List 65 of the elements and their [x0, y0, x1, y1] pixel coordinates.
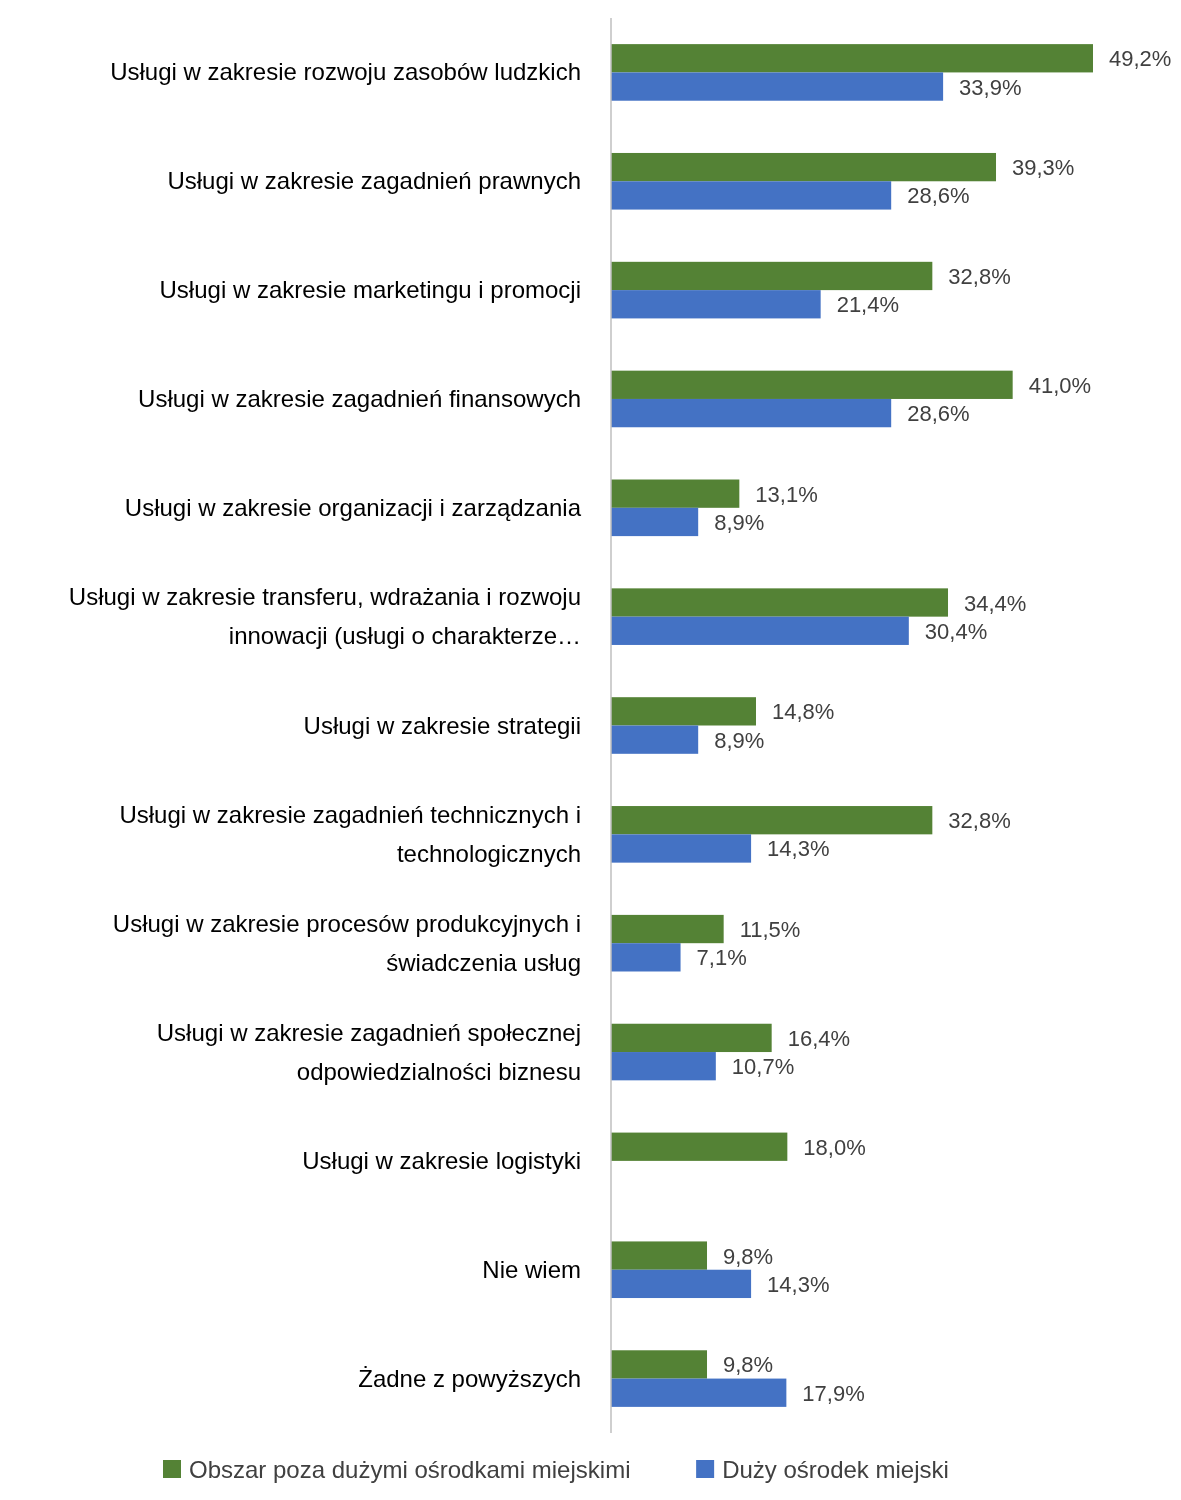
data-label: 33,9%	[959, 74, 1022, 100]
y-tick-label: Usługi w zakresie zagadnień technicznych i technologicznych	[119, 800, 581, 867]
data-label: 28,6%	[907, 183, 970, 209]
data-label: 14,3%	[767, 1271, 830, 1297]
data-label: 8,9%	[714, 509, 765, 535]
y-tick-label: Usługi w zakresie rozwoju zasobów ludzkich	[110, 58, 581, 86]
bar	[611, 616, 909, 645]
data-label: 14,8%	[771, 699, 835, 725]
data-label: 28,6%	[907, 401, 970, 427]
data-label: 18,0%	[803, 1134, 866, 1160]
bar	[611, 72, 944, 101]
bar	[611, 507, 699, 537]
data-label: 13,1%	[755, 481, 818, 507]
bar	[611, 806, 933, 835]
bar	[611, 370, 1013, 399]
y-tick-label: Usługi w zakresie zagadnień finansowych	[138, 384, 581, 412]
bar	[611, 1241, 708, 1270]
bar	[611, 1023, 772, 1053]
data-label: 10,7%	[731, 1054, 795, 1080]
y-tick-label: Usługi w zakresie zagadnień społecznej odpowiedzialności biznesu	[156, 1018, 581, 1085]
bar	[611, 290, 821, 319]
bar	[611, 914, 724, 944]
data-label: 8,9%	[714, 727, 765, 753]
data-label: 32,8%	[948, 263, 1011, 289]
data-label: 39,3%	[1012, 155, 1075, 181]
y-tick-label: Usługi w zakresie procesów produkcyjnych i świadczenia usług	[112, 909, 581, 976]
data-label: 14,3%	[767, 836, 830, 862]
bar	[611, 697, 756, 726]
y-tick-label: Usługi w zakresie transferu, wdrażania i rozwoju innowacji (usługi o charakterze…	[68, 583, 581, 650]
bar	[611, 834, 752, 863]
data-label: 30,4%	[924, 618, 988, 644]
bar	[611, 398, 892, 428]
bar	[611, 261, 933, 291]
bar	[611, 1378, 787, 1407]
bar	[611, 1052, 716, 1081]
data-label: 32,8%	[948, 808, 1011, 834]
bar	[611, 1350, 708, 1379]
data-label: 7,1%	[696, 945, 747, 971]
bar	[611, 152, 997, 182]
bar	[611, 588, 949, 617]
y-tick-label: Żadne z powyższych	[358, 1364, 581, 1392]
bar	[611, 479, 740, 508]
legend-label: Duży ośrodek miejski	[722, 1456, 949, 1483]
y-tick-label: Usługi w zakresie zagadnień prawnych	[167, 167, 581, 195]
data-label: 34,4%	[964, 590, 1027, 616]
y-tick-label: Usługi w zakresie logistyki	[302, 1146, 581, 1174]
y-tick-label: Usługi w zakresie marketingu i promocji	[159, 276, 581, 304]
bar	[611, 943, 681, 972]
bar	[611, 1132, 788, 1161]
data-label: 9,8%	[723, 1352, 774, 1378]
y-tick-label: Usługi w zakresie organizacji i zarządzania	[124, 493, 582, 521]
data-label: 11,5%	[739, 917, 801, 943]
y-tick-label: Usługi w zakresie strategii	[303, 711, 581, 739]
data-label: 16,4%	[787, 1025, 851, 1051]
data-label: 9,8%	[723, 1243, 774, 1269]
bar	[611, 44, 1093, 73]
legend-label: Obszar poza dużymi ośrodkami miejskimi	[189, 1456, 631, 1483]
data-label: 21,4%	[836, 292, 900, 318]
data-label: 41,0%	[1028, 372, 1092, 398]
bar	[611, 181, 892, 210]
bar	[611, 725, 699, 754]
bar	[611, 1269, 752, 1299]
data-label: 49,2%	[1109, 46, 1172, 72]
y-tick-label: Nie wiem	[482, 1255, 581, 1283]
data-label: 17,9%	[802, 1380, 865, 1406]
